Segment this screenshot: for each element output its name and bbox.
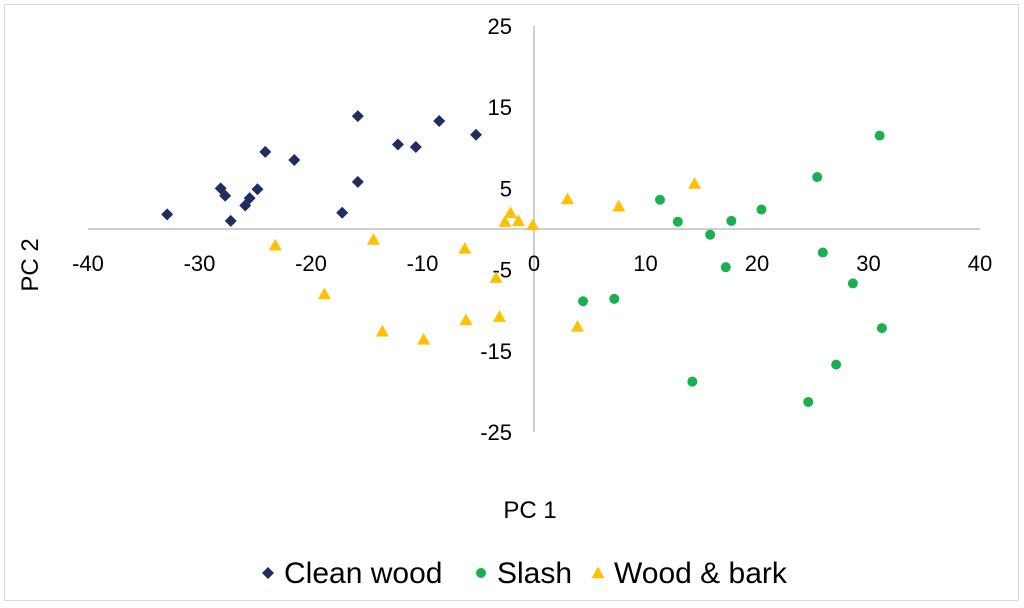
point-wood-and-bark xyxy=(688,177,702,189)
point-slash xyxy=(847,278,858,289)
point-wood-and-bark xyxy=(417,332,431,345)
y-tick-label: 15 xyxy=(488,95,512,120)
point-slash xyxy=(812,172,823,183)
point-slash xyxy=(876,323,887,334)
point-clean-wood xyxy=(409,140,422,153)
data-points xyxy=(161,110,887,407)
point-clean-wood xyxy=(224,214,237,227)
point-clean-wood xyxy=(251,183,264,196)
x-tick-label: 30 xyxy=(856,251,880,276)
y-tick-label: 5 xyxy=(500,176,512,201)
x-tick-label: -30 xyxy=(184,251,216,276)
chart-frame xyxy=(4,4,1019,601)
point-slash xyxy=(756,204,767,215)
legend-label-clean-wood: Clean wood xyxy=(284,557,442,590)
x-tick-label: 40 xyxy=(968,251,992,276)
point-clean-wood xyxy=(243,192,256,205)
point-wood-and-bark xyxy=(366,233,380,245)
point-slash xyxy=(705,229,716,240)
point-wood-and-bark xyxy=(492,310,506,322)
x-tick-label: -10 xyxy=(407,251,439,276)
point-slash xyxy=(578,296,589,307)
point-clean-wood xyxy=(351,175,364,188)
point-slash xyxy=(874,130,885,141)
x-tick-label: -20 xyxy=(295,251,327,276)
legend: Clean wood Slash Wood & bark xyxy=(262,557,788,590)
point-clean-wood xyxy=(336,206,349,219)
point-wood-and-bark xyxy=(317,287,331,300)
x-tick-label: 10 xyxy=(633,251,657,276)
point-wood-and-bark xyxy=(489,271,503,283)
point-slash xyxy=(831,359,842,370)
legend-marker-slash xyxy=(476,568,486,578)
point-wood-and-bark xyxy=(458,241,472,254)
point-clean-wood xyxy=(288,153,301,166)
point-clean-wood xyxy=(433,115,446,128)
point-clean-wood xyxy=(391,138,404,151)
point-clean-wood xyxy=(470,128,483,141)
legend-marker-clean-wood xyxy=(262,567,274,579)
point-slash xyxy=(726,215,737,226)
point-clean-wood xyxy=(259,145,272,158)
point-slash xyxy=(672,216,683,227)
point-wood-and-bark xyxy=(375,324,389,337)
point-wood-and-bark xyxy=(498,215,512,227)
y-tick-label: 25 xyxy=(488,14,512,39)
legend-label-slash: Slash xyxy=(497,557,572,590)
point-wood-and-bark xyxy=(504,206,518,218)
point-slash xyxy=(687,376,698,387)
point-slash xyxy=(720,262,731,273)
legend-marker-wood-and-bark xyxy=(591,566,605,579)
point-wood-and-bark xyxy=(459,313,473,326)
x-tick-labels: -40 -30 -20 -10 0 10 20 30 40 xyxy=(72,251,992,276)
point-clean-wood xyxy=(351,110,364,123)
x-tick-label: -40 xyxy=(72,251,104,276)
point-wood-and-bark xyxy=(526,218,540,231)
point-clean-wood xyxy=(219,189,232,202)
point-wood-and-bark xyxy=(560,192,574,205)
y-tick-label: -15 xyxy=(480,339,512,364)
point-wood-and-bark xyxy=(511,214,525,227)
y-axis-title: PC 2 xyxy=(17,238,44,291)
point-wood-and-bark xyxy=(570,319,584,332)
x-tick-label: 0 xyxy=(528,251,540,276)
point-slash xyxy=(609,293,620,304)
x-tick-label: 20 xyxy=(745,251,769,276)
point-slash xyxy=(803,396,814,407)
x-axis-title: PC 1 xyxy=(503,497,556,524)
point-wood-and-bark xyxy=(268,238,282,251)
legend-label-wood-and-bark: Wood & bark xyxy=(614,557,788,590)
point-slash xyxy=(817,247,828,258)
point-wood-and-bark xyxy=(612,199,626,212)
point-slash xyxy=(654,194,665,205)
point-clean-wood xyxy=(161,208,174,221)
y-tick-label: -25 xyxy=(480,420,512,445)
